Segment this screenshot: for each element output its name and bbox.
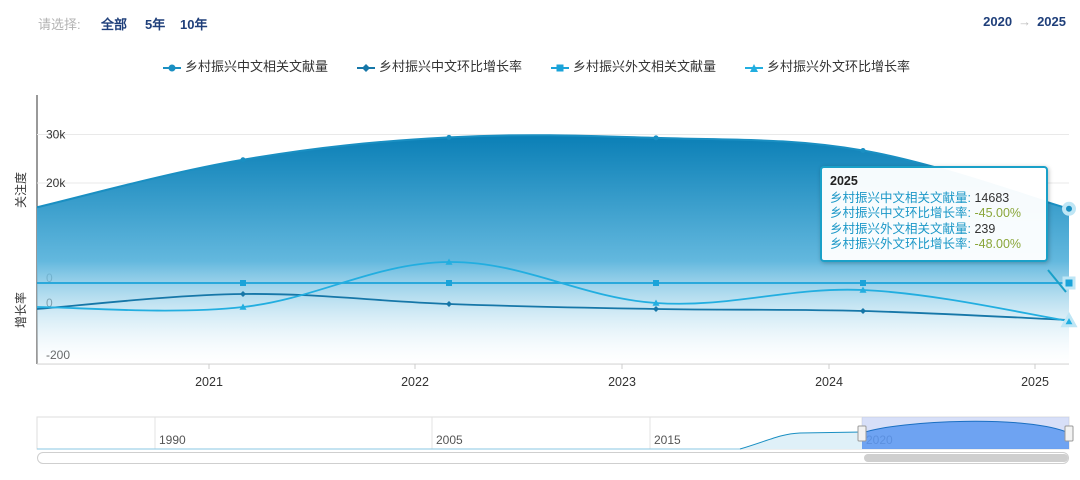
- navigator-line-history: [739, 431, 863, 450]
- y-tick-label: 20k: [46, 176, 66, 190]
- tooltip: 2025 乡村振兴中文相关文献量: 14683 乡村振兴中文环比增长率: -45…: [820, 166, 1048, 262]
- tooltip-key: 乡村振兴外文环比增长率:: [830, 237, 971, 251]
- tooltip-title: 2025: [830, 174, 858, 188]
- y2-axis-title: 增长率: [13, 292, 28, 328]
- data-point-foreign-volume: [240, 280, 246, 286]
- navigator-handle-left: [857, 425, 867, 442]
- navigator-line-selected: [861, 420, 1070, 434]
- data-point-cn-volume: [860, 148, 866, 154]
- scrollbar-thumb[interactable]: [864, 454, 1068, 462]
- data-point-cn-growth: [446, 301, 452, 307]
- tooltip-row: 乡村振兴中文环比增长率: -45.00%: [830, 206, 1038, 222]
- navigator-tick-label: 2005: [436, 433, 463, 447]
- data-point-foreign-growth: [1060, 311, 1078, 328]
- tooltip-pointer: [1047, 269, 1067, 293]
- tooltip-key: 乡村振兴中文相关文献量:: [830, 190, 971, 205]
- main-chart[interactable]: 10k20k30k00-200关注度增长率2021202220232024202…: [0, 80, 1080, 405]
- data-point-foreign-growth: [652, 299, 660, 306]
- top-bar: 请选择: 全部 5年 10年 2020 → 2025: [0, 0, 1080, 44]
- legend-item-foreign-growth[interactable]: 乡村振兴外文环比增长率: [745, 56, 910, 74]
- tooltip-value: -45.00%: [974, 206, 1022, 220]
- chart-legend: 乡村振兴中文相关文献量 乡村振兴中文环比增长率 乡村振兴外文相关文献量 乡村振兴…: [0, 56, 1080, 76]
- x-tick-label: 2022: [401, 375, 429, 389]
- range-from[interactable]: 2020: [983, 14, 1013, 29]
- x-tick-label: 2021: [195, 375, 223, 389]
- range-to[interactable]: 2025: [1037, 14, 1066, 29]
- scrollbar[interactable]: [37, 452, 1069, 464]
- y-tick-label: 30k: [46, 128, 66, 142]
- tooltip-row: 乡村振兴外文相关文献量: 239: [830, 222, 1038, 238]
- tooltip-row: 乡村振兴外文环比增长率: -48.00%: [830, 237, 1038, 253]
- circle-marker-icon: [163, 64, 181, 72]
- data-point-cn-volume: [1062, 201, 1076, 216]
- square-marker-icon: [551, 64, 569, 72]
- series-line-cn-volume: [36, 134, 1070, 210]
- tooltip-key: 乡村振兴中文环比增长率:: [830, 206, 971, 220]
- range-10y-button[interactable]: 10年: [180, 17, 208, 32]
- data-point-foreign-volume: [1062, 276, 1076, 290]
- legend-label: 乡村振兴外文相关文献量: [573, 59, 717, 74]
- legend-item-cn-growth[interactable]: 乡村振兴中文环比增长率: [357, 56, 522, 74]
- navigator-area-selected: [862, 421, 1069, 449]
- x-tick-label: 2024: [815, 375, 843, 389]
- tooltip-key: 乡村振兴外文相关文献量:: [830, 221, 971, 236]
- navigator-tick-label: 1990: [159, 433, 186, 447]
- data-point-foreign-growth: [239, 303, 247, 310]
- data-point-cn-growth: [653, 306, 659, 312]
- triangle-marker-icon: [745, 63, 763, 72]
- legend-label: 乡村振兴中文相关文献量: [185, 59, 329, 74]
- selector-label: 请选择:: [38, 17, 81, 32]
- data-point-cn-volume: [240, 157, 246, 163]
- data-point-foreign-volume: [653, 280, 659, 286]
- navigator-handle-right: [1064, 425, 1074, 442]
- data-point-foreign-volume: [446, 280, 452, 286]
- legend-label: 乡村振兴中文环比增长率: [379, 59, 523, 74]
- legend-label: 乡村振兴外文环比增长率: [767, 59, 911, 74]
- area-fill-cn-volume: [37, 135, 1069, 364]
- diamond-marker-icon: [357, 63, 375, 72]
- data-point-cn-growth: [240, 291, 246, 297]
- navigator-area: 1990200520152020: [36, 416, 1074, 450]
- range-all-button[interactable]: 全部: [101, 17, 128, 32]
- navigator-area-history: [740, 432, 862, 449]
- range-5y-button[interactable]: 5年: [145, 17, 166, 32]
- x-tick-label: 2023: [608, 375, 636, 389]
- data-point-cn-volume: [653, 135, 659, 141]
- data-point-foreign-volume: [860, 280, 866, 286]
- series-line-foreign-growth: [36, 261, 1070, 322]
- tooltip-row: 乡村振兴中文相关文献量: 14683: [830, 191, 1038, 207]
- legend-item-cn-volume[interactable]: 乡村振兴中文相关文献量: [163, 56, 328, 74]
- tooltip-value: 14683: [974, 190, 1010, 205]
- date-range: 2020 → 2025: [983, 14, 1066, 29]
- data-point-cn-volume: [446, 134, 452, 140]
- navigator-tick-label: 2015: [654, 433, 681, 447]
- data-point-foreign-growth: [445, 258, 453, 265]
- y-axis-title: 关注度: [13, 172, 28, 208]
- plot-area: 10k20k30k00-200关注度增长率2021202220232024202…: [13, 95, 1078, 389]
- data-point-foreign-growth: [859, 286, 867, 293]
- tooltip-value: -48.00%: [974, 237, 1022, 251]
- navigator[interactable]: 1990200520152020: [0, 410, 1080, 452]
- data-point-cn-growth: [860, 308, 866, 314]
- series-line-cn-growth: [36, 293, 1070, 321]
- legend-item-foreign-volume[interactable]: 乡村振兴外文相关文献量: [551, 56, 716, 74]
- tooltip-value: 239: [974, 221, 996, 236]
- x-tick-label: 2025: [1021, 375, 1049, 389]
- range-arrow: →: [1018, 14, 1032, 29]
